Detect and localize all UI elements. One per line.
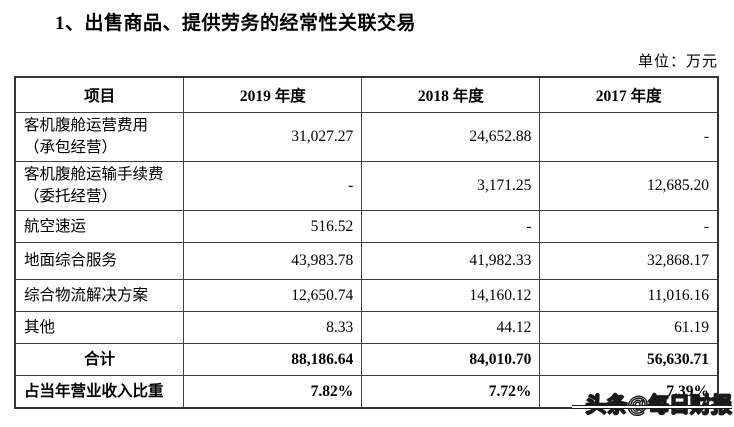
watermark-strike-line bbox=[572, 405, 732, 409]
row-label: 客机腹舱运输手续费 （委托经营） bbox=[14, 161, 185, 211]
cell-2019: 7.82% bbox=[183, 375, 363, 409]
cell-2018: 41,982.33 bbox=[361, 242, 541, 280]
cell-2017: 11,016.16 bbox=[539, 279, 719, 312]
cell-2019: 12,650.74 bbox=[183, 279, 363, 312]
column-header-2017: 2017 年度 bbox=[539, 76, 719, 113]
table-row: 综合物流解决方案 12,650.74 14,160.12 11,016.16 bbox=[14, 279, 719, 312]
cell-2019: - bbox=[183, 161, 363, 211]
table-row: 地面综合服务 43,983.78 41,982.33 32,868.17 bbox=[14, 242, 719, 280]
cell-2017: 61.19 bbox=[539, 311, 719, 344]
cell-2018: 44.12 bbox=[361, 311, 541, 344]
cell-2017: 7.39% bbox=[539, 375, 719, 409]
cell-2017: - bbox=[539, 210, 719, 243]
unit-label: 单位：万元 bbox=[637, 54, 718, 70]
section-title: 1、出售商品、提供劳务的经常性关联交易 bbox=[55, 13, 417, 34]
cell-2019: 31,027.27 bbox=[183, 112, 363, 162]
table-row-revenue-ratio: 占当年营业收入比重 7.82% 7.72% 7.39% bbox=[14, 375, 719, 409]
cell-2017: 12,685.20 bbox=[539, 161, 719, 211]
table-row-total: 合计 88,186.64 84,010.70 56,630.71 bbox=[14, 343, 719, 376]
row-label: 其他 bbox=[14, 311, 185, 344]
cell-2018: 3,171.25 bbox=[361, 161, 541, 211]
cell-2017: 56,630.71 bbox=[539, 343, 719, 376]
cell-2019: 88,186.64 bbox=[183, 343, 363, 376]
cell-2017: 32,868.17 bbox=[539, 242, 719, 280]
cell-2018: 14,160.12 bbox=[361, 279, 541, 312]
column-header-2019: 2019 年度 bbox=[183, 76, 363, 113]
table-row: 航空速运 516.52 - - bbox=[14, 210, 719, 243]
row-label: 地面综合服务 bbox=[14, 242, 185, 280]
cell-2019: 516.52 bbox=[183, 210, 363, 243]
cell-2018: 24,652.88 bbox=[361, 112, 541, 162]
column-header-2018: 2018 年度 bbox=[361, 76, 541, 113]
row-label: 综合物流解决方案 bbox=[14, 279, 185, 312]
table-header-row: 项目 2019 年度 2018 年度 2017 年度 bbox=[14, 76, 719, 113]
related-transactions-table: 项目 2019 年度 2018 年度 2017 年度 客机腹舱运营费用 （承包经… bbox=[14, 76, 719, 409]
row-label: 占当年营业收入比重 bbox=[14, 375, 185, 409]
table-row: 其他 8.33 44.12 61.19 bbox=[14, 311, 719, 344]
row-label: 客机腹舱运营费用 （承包经营） bbox=[14, 112, 185, 162]
cell-2019: 43,983.78 bbox=[183, 242, 363, 280]
cell-2019: 8.33 bbox=[183, 311, 363, 344]
watermark: 头条@每日财报 bbox=[572, 392, 733, 420]
cell-2018: 7.72% bbox=[361, 375, 541, 409]
row-label: 航空速运 bbox=[14, 210, 185, 243]
column-header-item: 项目 bbox=[14, 76, 185, 113]
cell-2017: - bbox=[539, 112, 719, 162]
cell-2018: 84,010.70 bbox=[361, 343, 541, 376]
cell-2018: - bbox=[361, 210, 541, 243]
row-label-total: 合计 bbox=[14, 343, 185, 376]
table-row: 客机腹舱运营费用 （承包经营） 31,027.27 24,652.88 - bbox=[14, 112, 719, 162]
table-row: 客机腹舱运输手续费 （委托经营） - 3,171.25 12,685.20 bbox=[14, 161, 719, 211]
